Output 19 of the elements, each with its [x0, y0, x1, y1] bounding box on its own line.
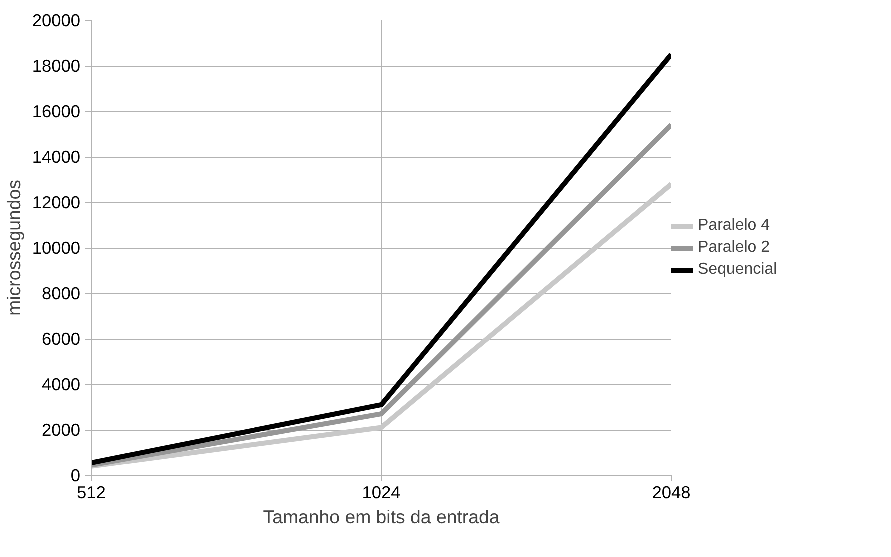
y-tick-label: 18000 [32, 56, 80, 76]
y-tick-label: 14000 [32, 147, 80, 167]
y-axis-title: microssegundos [3, 180, 24, 316]
x-tick-label: 512 [77, 482, 106, 502]
y-tick-label: 16000 [32, 102, 80, 122]
y-tick-label: 0 [70, 466, 81, 486]
y-tick-label: 20000 [32, 10, 80, 30]
x-tick-label: 2048 [652, 482, 691, 502]
y-tick-label: 8000 [42, 284, 81, 304]
y-tick-label: 12000 [32, 192, 80, 212]
legend-label: Sequencial [698, 260, 778, 278]
legend-label: Paralelo 2 [698, 238, 770, 256]
y-tick-label: 10000 [32, 238, 80, 258]
y-tick-label: 6000 [42, 329, 81, 349]
y-tick-label: 2000 [42, 420, 81, 440]
x-tick-label: 1024 [362, 482, 402, 502]
legend-label: Paralelo 4 [698, 216, 770, 234]
x-axis-title: Tamanho em bits da entrada [263, 506, 500, 528]
y-tick-label: 4000 [42, 374, 81, 394]
